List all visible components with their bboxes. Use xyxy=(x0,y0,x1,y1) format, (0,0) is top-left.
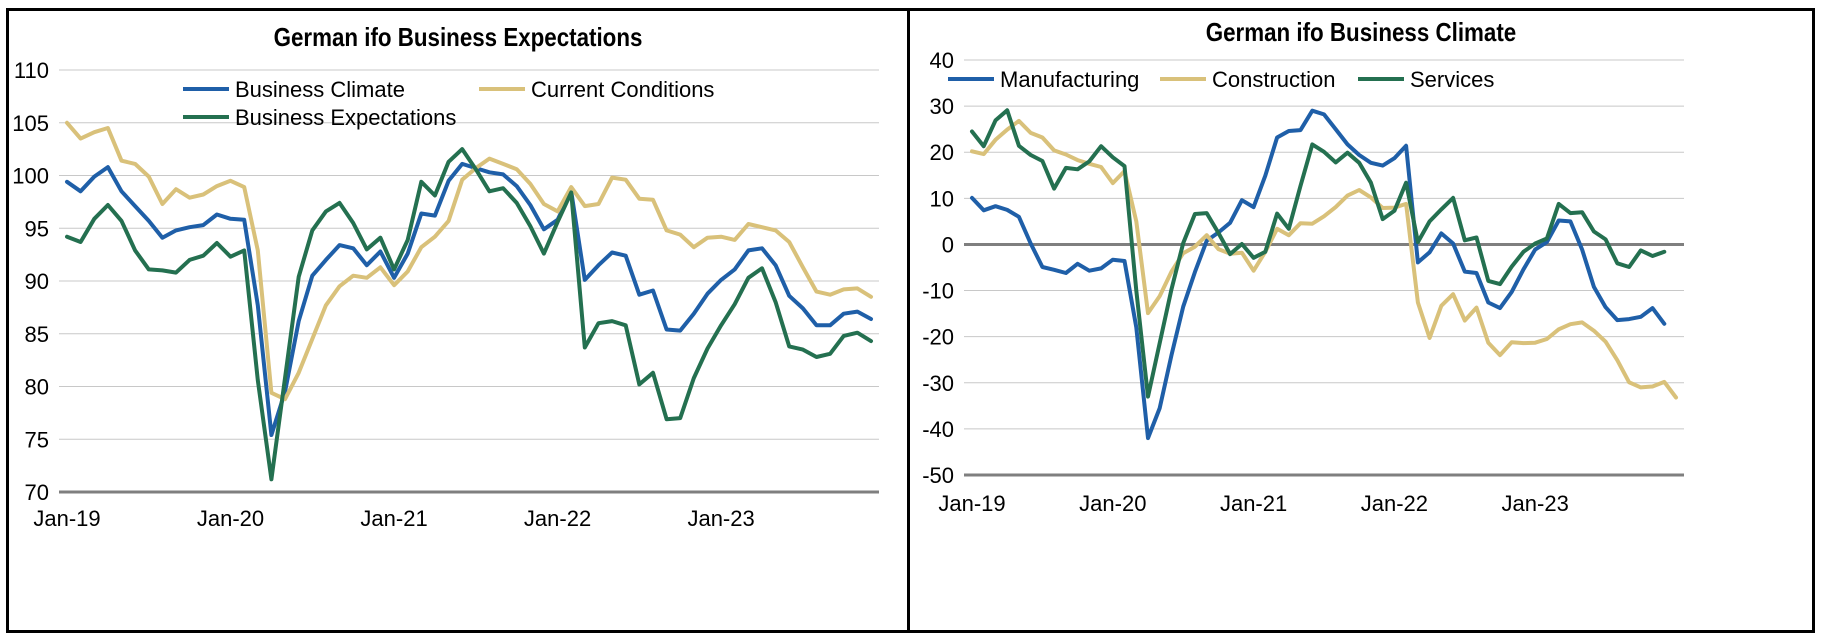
y-tick-label: 75 xyxy=(25,427,49,452)
chart-title: German ifo Business Expectations xyxy=(274,23,643,52)
legend-entry: Business Expectations xyxy=(235,105,456,130)
legend-entry: Business Climate xyxy=(235,77,405,102)
y-tick-label: -30 xyxy=(922,371,954,396)
business-climate-chart: German ifo Business Climate -50 -40 -30 -20… xyxy=(922,18,1684,516)
y-tick-label: 105 xyxy=(12,111,49,136)
series-line-current-conditions xyxy=(65,120,873,402)
y-tick-label: 70 xyxy=(25,480,49,505)
y-tick-label: 85 xyxy=(25,322,49,347)
y-tick-label: 10 xyxy=(930,186,954,211)
series-line-construction xyxy=(970,118,1678,400)
x-tick-label: Jan-23 xyxy=(687,506,754,531)
y-tick-label: 40 xyxy=(930,48,954,73)
x-tick-label: Jan-22 xyxy=(524,506,591,531)
x-tick-label: Jan-19 xyxy=(33,506,100,531)
legend-entry: Construction xyxy=(1212,67,1336,92)
x-tick-label: Jan-21 xyxy=(1220,491,1287,516)
y-tick-label: 95 xyxy=(25,216,49,241)
business-expectations-chart: German ifo Business Expectations 70 75 80 8… xyxy=(12,23,879,531)
y-tick-label: 90 xyxy=(25,269,49,294)
series-line-business-climate xyxy=(65,161,873,437)
x-tick-label: Jan-20 xyxy=(1079,491,1146,516)
legend-entry: Current Conditions xyxy=(531,77,714,102)
x-tick-label: Jan-21 xyxy=(360,506,427,531)
x-tick-label: Jan-22 xyxy=(1361,491,1428,516)
business-climate-chart-panel: German ifo Business Climate -50 -40 -30 -20… xyxy=(907,8,1815,633)
chart-title: German ifo Business Climate xyxy=(1206,18,1516,47)
y-tick-label: -50 xyxy=(922,463,954,488)
y-tick-label: -10 xyxy=(922,279,954,304)
y-tick-label: -20 xyxy=(922,325,954,350)
legend-entry: Services xyxy=(1410,67,1494,92)
series-line-business-expectations xyxy=(65,147,873,482)
y-tick-label: -40 xyxy=(922,417,954,442)
y-tick-label: 110 xyxy=(14,58,49,83)
y-tick-label: 20 xyxy=(930,140,954,165)
x-tick-label: Jan-23 xyxy=(1502,491,1569,516)
legend-entry: Manufacturing xyxy=(1000,67,1139,92)
y-tick-label: 80 xyxy=(25,375,49,400)
business-expectations-chart-panel: German ifo Business Expectations 70 75 80 8… xyxy=(6,8,910,633)
x-tick-label: Jan-19 xyxy=(938,491,1005,516)
y-tick-label: 30 xyxy=(930,94,954,119)
x-tick-label: Jan-20 xyxy=(197,506,264,531)
y-tick-label: 0 xyxy=(942,232,954,257)
series-line-services xyxy=(970,108,1667,399)
y-tick-label: 100 xyxy=(12,164,49,189)
